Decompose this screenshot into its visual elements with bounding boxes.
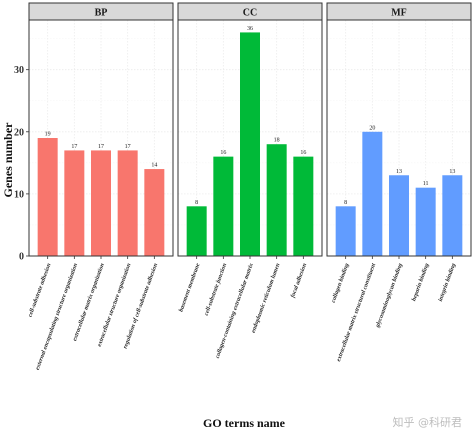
y-tick-label: 30 bbox=[14, 65, 24, 76]
y-axis-title: Genes number bbox=[1, 122, 15, 198]
bar-cc-3 bbox=[240, 32, 260, 256]
bar-mf-2 bbox=[362, 131, 383, 256]
panel-border bbox=[177, 19, 323, 257]
bar-bp-3 bbox=[91, 150, 111, 256]
bar-bp-1 bbox=[37, 138, 58, 256]
data-label: 8 bbox=[195, 200, 198, 206]
bar-mf-3 bbox=[389, 175, 409, 256]
bar-cc-5 bbox=[293, 156, 314, 256]
data-label: 17 bbox=[71, 144, 77, 150]
x-tick-label: focal adhesion bbox=[290, 262, 308, 299]
bar-bp-5 bbox=[144, 169, 165, 256]
bar-mf-5 bbox=[442, 175, 463, 256]
data-label: 20 bbox=[369, 125, 375, 131]
x-tick-label: integrin binding bbox=[438, 263, 457, 303]
data-label: 13 bbox=[449, 169, 455, 175]
y-tick-label: 10 bbox=[14, 189, 24, 200]
data-label: 16 bbox=[300, 150, 306, 156]
x-tick-label: extracellular matrix organization bbox=[72, 262, 106, 342]
data-label: 19 bbox=[45, 132, 51, 138]
bar-cc-4 bbox=[266, 144, 287, 256]
panel-border bbox=[28, 19, 174, 257]
bar-cc-1 bbox=[186, 206, 207, 256]
data-label: 8 bbox=[344, 200, 347, 206]
x-tick-label: cell-substrate junction bbox=[204, 262, 229, 317]
y-axis: 0 10 20 30 bbox=[14, 65, 29, 263]
data-label: 17 bbox=[98, 144, 104, 150]
data-label: 13 bbox=[396, 169, 402, 175]
watermark-text: 知乎 @科研君 bbox=[392, 416, 463, 429]
bar-mf-1 bbox=[335, 206, 356, 256]
x-tick-label: cell-substrate adhesion bbox=[27, 262, 52, 318]
data-label: 16 bbox=[220, 150, 226, 156]
x-tick-label: glycosaminoglycan binding bbox=[375, 263, 404, 330]
x-tick-label: heparin binding bbox=[411, 263, 430, 303]
panel-border bbox=[326, 19, 472, 257]
y-tick-label: 20 bbox=[14, 127, 24, 138]
gridlines bbox=[29, 20, 173, 257]
data-label: 18 bbox=[274, 138, 280, 144]
bar-bp-4 bbox=[117, 150, 138, 256]
bar-cc-2 bbox=[213, 156, 234, 256]
x-tick-label: basement membrane bbox=[178, 262, 201, 312]
x-tick-label: endoplasmic reticulum lumen bbox=[251, 262, 282, 334]
data-label: 14 bbox=[151, 163, 157, 169]
data-label: 11 bbox=[423, 181, 429, 187]
strip-label-cc: CC bbox=[243, 8, 257, 19]
x-axis-title: GO terms name bbox=[203, 416, 286, 430]
data-label: 17 bbox=[125, 144, 131, 150]
x-tick-label: collagen binding bbox=[331, 263, 351, 304]
bar-mf-4 bbox=[415, 187, 436, 256]
data-label: 36 bbox=[247, 26, 253, 32]
bar-bp-2 bbox=[64, 150, 85, 256]
y-tick-label: 0 bbox=[19, 252, 24, 263]
panel-cc: CC 8 basement membrane 16 cell-substrate jun… bbox=[177, 2, 323, 359]
strip-label-mf: MF bbox=[391, 8, 407, 19]
strip-label-bp: BP bbox=[95, 8, 108, 19]
